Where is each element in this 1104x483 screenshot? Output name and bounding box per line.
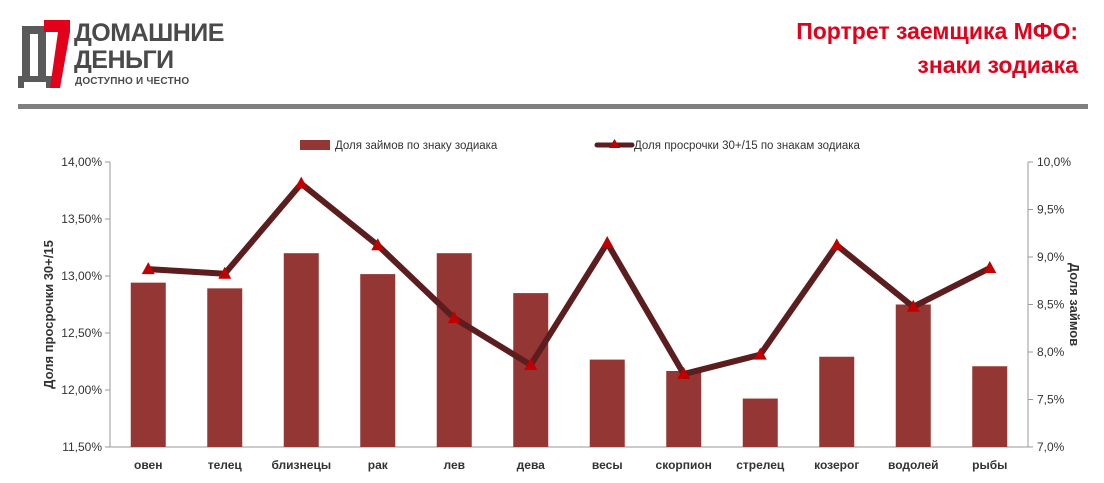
category-label: скорпион — [656, 458, 712, 472]
line-point-весы — [600, 235, 614, 248]
line-point-стрелец — [753, 347, 767, 360]
bar-стрелец — [742, 398, 778, 447]
line-point-телец — [218, 266, 232, 279]
line-point-близнецы — [294, 176, 308, 189]
right-tick-label: 7,5% — [1037, 393, 1065, 407]
right-axis-title: Доля займов — [1067, 263, 1082, 346]
bar-рыбы — [972, 366, 1008, 447]
legend-bar-label: Доля займов по знаку зодиака — [335, 140, 498, 152]
right-tick-label: 8,5% — [1037, 298, 1065, 312]
category-label: телец — [208, 458, 243, 472]
legend-line-label: Доля просрочки 30+/15 по знакам зодиака — [634, 140, 861, 152]
left-tick-label: 13,00% — [61, 269, 102, 283]
line-point-рак — [371, 238, 385, 251]
category-label: близнецы — [271, 458, 331, 472]
overdue-line — [145, 180, 993, 378]
category-label: козерог — [814, 458, 859, 472]
right-tick-label: 9,5% — [1037, 203, 1065, 217]
category-label: рыбы — [972, 458, 1007, 472]
bar-рак — [360, 274, 396, 447]
line-point-овен — [141, 262, 155, 275]
right-tick-label: 8,0% — [1037, 345, 1065, 359]
category-label: весы — [592, 458, 623, 472]
header-divider — [18, 104, 1088, 109]
category-label: овен — [134, 458, 162, 472]
line-point-скорпион — [677, 367, 691, 380]
bar-лев — [436, 253, 472, 447]
line-point-рыбы — [983, 261, 997, 274]
left-tick-label: 12,00% — [61, 383, 102, 397]
bar-козерог — [819, 356, 855, 447]
left-tick-label: 12,50% — [61, 326, 102, 340]
company-logo: ДОМАШНИЕ ДЕНЬГИ ДОСТУПНО И ЧЕСТНО — [16, 18, 224, 90]
bar-близнецы — [283, 253, 319, 447]
bar-водолей — [895, 304, 931, 447]
bar-телец — [207, 288, 243, 447]
page-title: Портрет заемщика МФО: знаки зодиака — [796, 14, 1078, 82]
left-tick-label: 14,00% — [61, 155, 102, 169]
bar-скорпион — [666, 371, 702, 447]
left-tick-label: 13,50% — [61, 212, 102, 226]
left-axis-title: Доля просрочки 30+/15 — [41, 240, 56, 389]
bar-овен — [130, 282, 166, 447]
logo-text-line1: ДОМАШНИЕ — [74, 19, 224, 47]
left-tick-label: 11,50% — [62, 440, 102, 454]
category-label: дева — [517, 458, 546, 472]
logo-text-line2: ДЕНЬГИ — [74, 46, 174, 74]
logo-tagline: ДОСТУПНО И ЧЕСТНО — [75, 76, 190, 87]
line-point-козерог — [830, 238, 844, 251]
legend-bar-swatch — [300, 140, 330, 150]
legend-marker-icon — [609, 139, 620, 148]
line-point-лев — [447, 311, 461, 324]
bar-дева — [513, 293, 549, 447]
line-point-водолей — [906, 299, 920, 312]
right-tick-label: 7,0% — [1037, 440, 1065, 454]
category-label: лев — [443, 458, 465, 472]
bar-весы — [589, 359, 625, 447]
logo-mark-icon — [18, 20, 70, 88]
title-line-2: знаки зодиака — [917, 52, 1078, 78]
title-line-1: Портрет заемщика МФО: — [796, 18, 1078, 44]
right-tick-label: 9,0% — [1037, 250, 1065, 264]
line-point-дева — [524, 357, 538, 370]
category-label: рак — [368, 458, 389, 472]
category-label: стрелец — [736, 458, 785, 472]
category-label: водолей — [888, 458, 939, 472]
right-tick-label: 10,0% — [1037, 155, 1071, 169]
